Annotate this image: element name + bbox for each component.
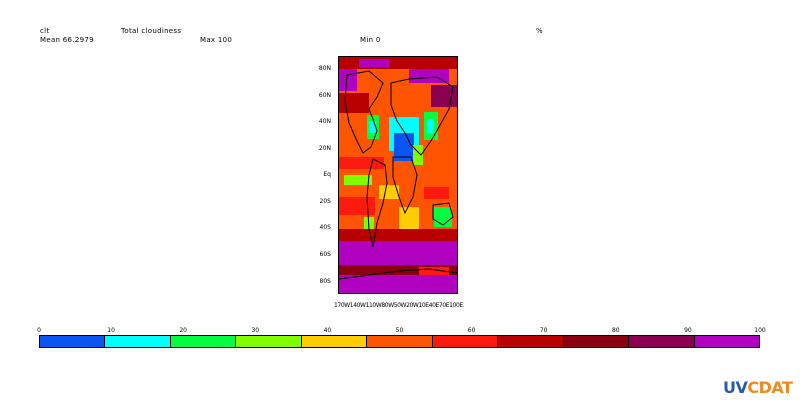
colorbar-segment — [498, 336, 564, 347]
colorbar-label: 80 — [611, 327, 620, 334]
colorbar-label: 40 — [323, 327, 332, 334]
colorbar-label: 10 — [107, 327, 115, 334]
y-tick-label: 40S — [319, 224, 331, 231]
colorbar-segment — [629, 336, 695, 347]
colorbar-label: 100 — [754, 327, 766, 334]
map-field — [339, 57, 457, 293]
units-label: % — [536, 27, 543, 35]
colorbar-label: 70 — [539, 327, 548, 334]
colorbar-segment — [694, 336, 759, 347]
x-axis-labels: 170W140W110W80W50W20W10E40E70E100E130E16… — [334, 302, 464, 309]
colorbar-label: 0 — [37, 327, 41, 334]
colorbar-label: 30 — [251, 327, 260, 334]
variable-name: clt — [40, 27, 50, 35]
uvcdat-logo: UVCDAT — [723, 378, 793, 397]
colorbar-segment — [170, 336, 237, 347]
min-value: Min 0 — [360, 36, 381, 44]
y-tick-label: 80N — [318, 65, 331, 72]
variable-long-name: Total cloudiness — [121, 27, 182, 35]
colorbar-segment — [301, 336, 368, 347]
y-tick-label: 20N — [318, 145, 331, 152]
y-tick-label: 40N — [318, 118, 331, 125]
logo-text-uv: UV — [723, 378, 748, 397]
colorbar-segment — [367, 336, 433, 347]
colorbar-label: 90 — [684, 327, 692, 334]
y-tick-label: 60S — [319, 251, 331, 258]
logo-text-cdat: CDAT — [747, 378, 793, 397]
colorbar-segment — [105, 336, 171, 347]
max-value: Max 100 — [200, 36, 233, 44]
colorbar-label: 20 — [179, 327, 188, 334]
colorbar-segment — [236, 336, 302, 347]
y-tick-label: 80S — [319, 278, 331, 285]
mean-value: Mean 66.2979 — [40, 36, 94, 44]
y-tick-label: 20S — [319, 198, 331, 205]
colorbar-segment — [563, 336, 630, 347]
colorbar-segment — [40, 336, 106, 347]
cloudiness-map — [338, 56, 458, 294]
colorbar-label: 60 — [467, 327, 476, 334]
colorbar-segment — [432, 336, 499, 347]
colorbar-label: 50 — [395, 327, 404, 334]
y-tick-label: 60N — [318, 92, 331, 99]
colorbar — [39, 335, 760, 348]
y-tick-label: Eq — [323, 171, 331, 178]
